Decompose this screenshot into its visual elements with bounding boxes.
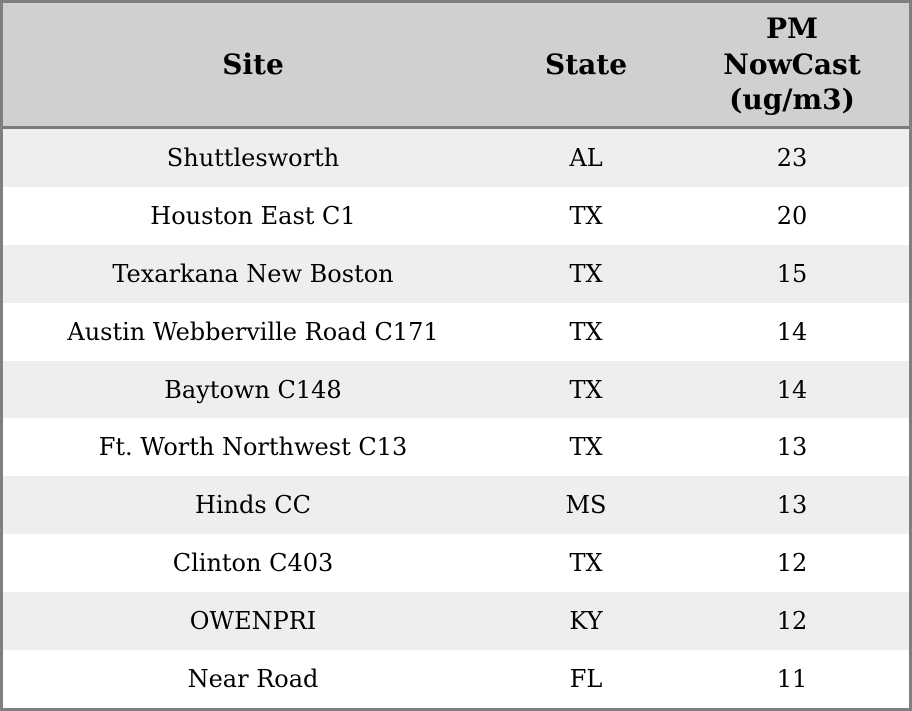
state-cell: MS [565, 491, 607, 520]
table-row: Clinton C403 TX 12 [3, 534, 909, 593]
state-cell: TX [569, 433, 603, 462]
site-cell: Shuttlesworth [166, 143, 340, 172]
site-cell: Near Road [187, 665, 319, 694]
state-cell: FL [569, 665, 603, 694]
site-cell: Texarkana New Boston [112, 259, 394, 288]
table-row: Baytown C148 TX 14 [3, 360, 909, 419]
pm-nowcast-value-cell: 12 [776, 549, 808, 578]
site-cell: OWENPRI [189, 607, 317, 636]
table-header: Site State PM NowCast (ug/m3) [3, 3, 909, 129]
site-cell: Hinds CC [194, 491, 312, 520]
pm-nowcast-value-cell: 13 [776, 433, 808, 462]
pm-nowcast-value-cell: 20 [776, 201, 808, 230]
state-cell: TX [569, 317, 603, 346]
site-cell: Austin Webberville Road C171 [67, 317, 439, 346]
table-row: Shuttlesworth AL 23 [3, 127, 909, 187]
table-row: OWENPRI KY 12 [3, 592, 909, 651]
table-row: Near Road FL 11 [3, 650, 909, 708]
site-cell: Houston East C1 [150, 201, 356, 230]
pm-nowcast-value-cell: 14 [776, 317, 808, 346]
column-header-state-label: State [544, 47, 628, 81]
table-row: Austin Webberville Road C171 TX 14 [3, 302, 909, 361]
pm-nowcast-value-cell: 14 [776, 375, 808, 404]
pm-nowcast-value-cell: 23 [776, 143, 808, 172]
table-row: Texarkana New Boston TX 15 [3, 244, 909, 303]
table-row: Houston East C1 TX 20 [3, 186, 909, 245]
pm-nowcast-value-cell: 13 [776, 491, 808, 520]
state-cell: AL [569, 143, 603, 172]
state-cell: TX [569, 201, 603, 230]
header-row: Site State PM NowCast (ug/m3) [3, 3, 909, 129]
column-header-pm-nowcast-label: PM NowCast (ug/m3) [723, 11, 861, 117]
state-cell: TX [569, 375, 603, 404]
pm-nowcast-value-cell: 12 [776, 607, 808, 636]
state-cell: TX [569, 549, 603, 578]
site-cell: Baytown C148 [164, 375, 342, 404]
table-row: Ft. Worth Northwest C13 TX 13 [3, 418, 909, 477]
site-cell: Clinton C403 [172, 549, 334, 578]
state-cell: TX [569, 259, 603, 288]
pm-nowcast-table: Site State PM NowCast (ug/m3) Shuttleswo… [3, 3, 909, 708]
column-header-site: Site [3, 3, 503, 129]
pm-nowcast-value-cell: 15 [776, 259, 808, 288]
site-cell: Ft. Worth Northwest C13 [98, 433, 408, 462]
table-body: Shuttlesworth AL 23 Houston East C1 TX 20 Texa… [3, 127, 909, 708]
column-header-state: State [503, 3, 669, 129]
table-row: Hinds CC MS 13 [3, 476, 909, 535]
state-cell: KY [569, 607, 603, 636]
column-header-pm-nowcast: PM NowCast (ug/m3) [669, 3, 909, 129]
pm-nowcast-value-cell: 11 [776, 665, 808, 694]
column-header-site-label: Site [222, 47, 284, 81]
